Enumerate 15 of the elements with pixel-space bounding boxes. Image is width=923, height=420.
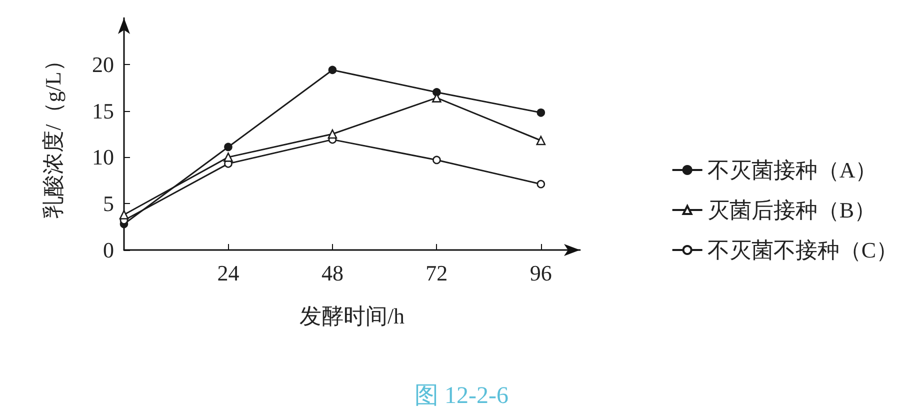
legend-label: 灭菌后接种（B） (707, 198, 876, 222)
y-tick-label: 5 (103, 191, 114, 216)
x-tick-label: 48 (321, 260, 344, 286)
legend-label: 不灭菌不接种（C） (707, 238, 898, 262)
x-tick-label: 72 (426, 260, 448, 286)
x-tick-label: 96 (530, 260, 552, 286)
caption: 图 12-2-6 (414, 383, 508, 409)
y-tick-label: 15 (92, 98, 114, 124)
x-tick-label: 24 (217, 260, 240, 286)
y-tick-label: 20 (92, 52, 114, 77)
x-axis-title: 发酵时间/h (299, 304, 405, 328)
y-tick-label: 10 (92, 144, 114, 170)
legend-label: 不灭菌接种（A） (707, 158, 878, 182)
y-tick-label: 0 (103, 238, 114, 262)
y-axis-title: 乳酸浓度/（g/L） (40, 50, 66, 218)
